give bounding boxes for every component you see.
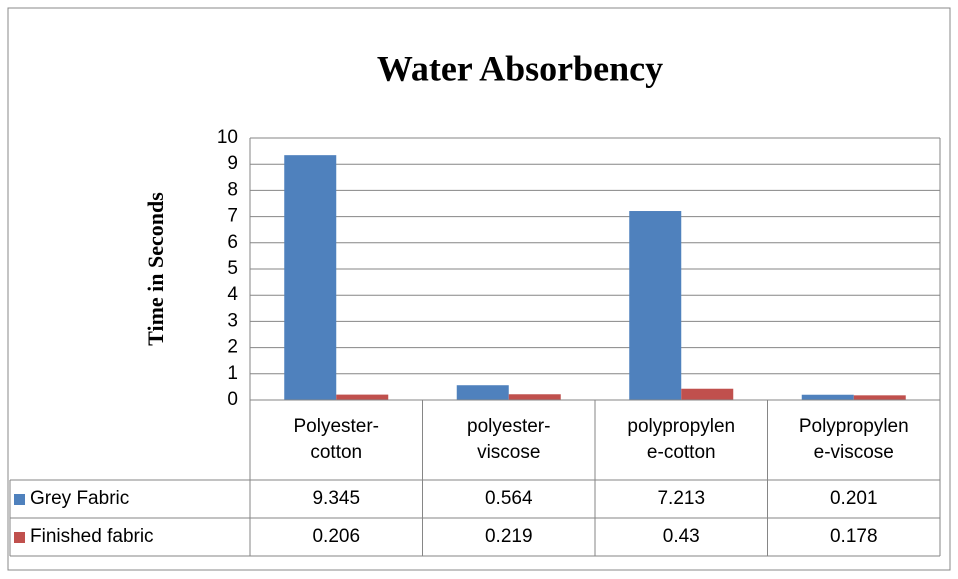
category-text: polypropylene-cotton xyxy=(627,416,736,463)
bar xyxy=(853,395,906,400)
category-text: polyester-viscose xyxy=(467,416,551,463)
data-table-value: 0.564 xyxy=(484,488,533,509)
legend-text: Grey Fabric xyxy=(30,488,130,509)
data-table-value: 0.178 xyxy=(829,526,878,547)
bar xyxy=(508,394,561,400)
y-tick-label: 5 xyxy=(227,258,238,279)
legend-entry: Grey Fabric xyxy=(10,480,250,518)
data-table-value: 0.206 xyxy=(312,526,361,547)
x-tick-label: Polypropylene-viscose xyxy=(768,400,941,480)
data-table-value: 7.213 xyxy=(657,488,706,509)
y-tick-label: 6 xyxy=(227,232,238,253)
bar xyxy=(284,155,337,400)
legend-swatch xyxy=(14,531,25,543)
y-tick-label: 8 xyxy=(227,179,238,200)
data-table-value: 0.43 xyxy=(662,526,700,547)
chart-title: Water Absorbency xyxy=(377,48,663,88)
y-tick-label: 3 xyxy=(227,310,238,331)
y-tick-label: 10 xyxy=(217,127,238,148)
category-text: Polypropylene-viscose xyxy=(798,416,909,463)
legend-swatch xyxy=(14,493,25,505)
data-table-value: 0.219 xyxy=(484,526,533,547)
chart-border xyxy=(7,7,951,571)
data-table-value: 9.345 xyxy=(312,488,361,509)
x-tick-label: polypropylene-cotton xyxy=(595,400,768,480)
legend-text: Finished fabric xyxy=(30,526,154,547)
y-tick-label: 9 xyxy=(227,153,238,174)
x-tick-label: polyester-viscose xyxy=(423,400,596,480)
bar xyxy=(336,394,389,400)
y-axis-label: Time in Seconds xyxy=(143,192,168,346)
y-tick-label: 0 xyxy=(227,389,238,410)
bar xyxy=(801,394,854,400)
legend-entry: Finished fabric xyxy=(10,518,250,556)
category-text: Polyester-cotton xyxy=(293,416,380,463)
bar xyxy=(629,211,682,400)
y-tick-label: 2 xyxy=(227,337,238,358)
bar xyxy=(681,388,734,400)
x-tick-label: Polyester-cotton xyxy=(250,400,423,480)
y-tick-label: 4 xyxy=(227,284,238,305)
y-tick-label: 1 xyxy=(227,363,238,384)
bar xyxy=(456,385,509,400)
data-table-value: 0.201 xyxy=(829,488,878,509)
y-tick-label: 7 xyxy=(227,206,238,227)
